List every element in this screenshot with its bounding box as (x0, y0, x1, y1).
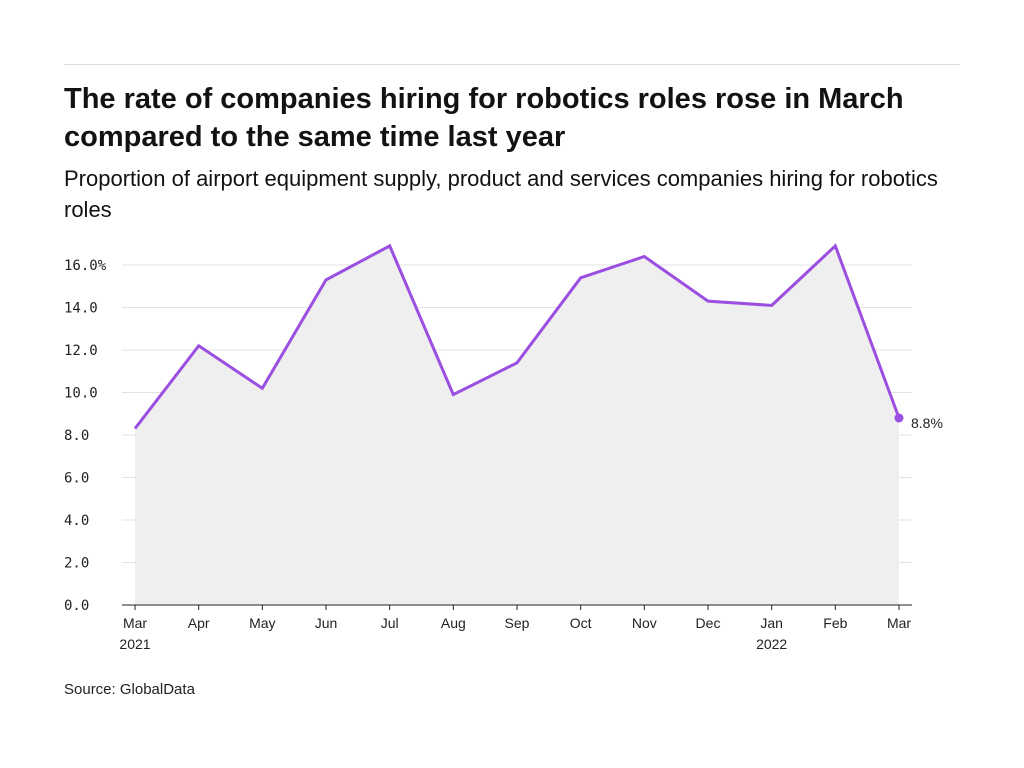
end-value-label: 8.8% (911, 415, 943, 431)
x-tick-label: Jul (381, 615, 399, 631)
y-tick-label: 8.0 (64, 428, 89, 444)
y-tick-label: 0.0 (64, 598, 89, 614)
chart-subtitle: Proportion of airport equipment supply, … (64, 166, 938, 222)
area-fill (135, 245, 899, 605)
x-tick-label: Apr (188, 615, 210, 631)
x-tick-year-label: 2022 (756, 636, 787, 652)
x-tick-label: Feb (823, 615, 847, 631)
y-axis-ticks: 0.0 2.0 4.0 6.0 8.0 10.0 12.0 14.0 16.0% (64, 258, 107, 614)
y-tick-label: 10.0 (64, 386, 98, 402)
series-line (133, 243, 901, 430)
x-tick-label: May (249, 615, 275, 631)
y-tick-label: 16.0% (64, 258, 107, 274)
y-tick-label: 12.0 (64, 343, 98, 359)
x-tick-label: Mar (123, 615, 147, 631)
chart-title: The rate of companies hiring for robotic… (64, 83, 904, 153)
end-point-marker (894, 413, 904, 423)
x-tick-label: Jan (760, 615, 783, 631)
x-tick-label: Aug (441, 615, 466, 631)
x-tick-label: Oct (570, 615, 592, 631)
x-tick-label: Jun (315, 615, 338, 631)
y-tick-label: 2.0 (64, 556, 89, 572)
end-markers: 8.8% (894, 413, 943, 431)
source-note: Source: GlobalData (64, 681, 195, 698)
y-tick-label: 4.0 (64, 513, 89, 529)
y-tick-label: 14.0 (64, 301, 98, 317)
y-tick-label: 6.0 (64, 471, 89, 487)
x-tick-year-label: 2021 (119, 636, 150, 652)
x-axis-ticks: Mar 2021 Apr May Jun Jul Aug Sep Oct Nov Dec Jan 202… (119, 605, 911, 652)
x-tick-label: Dec (696, 615, 721, 631)
x-tick-label: Nov (632, 615, 657, 631)
x-tick-label: Mar (887, 615, 911, 631)
top-divider (64, 64, 960, 65)
x-tick-label: Sep (505, 615, 530, 631)
